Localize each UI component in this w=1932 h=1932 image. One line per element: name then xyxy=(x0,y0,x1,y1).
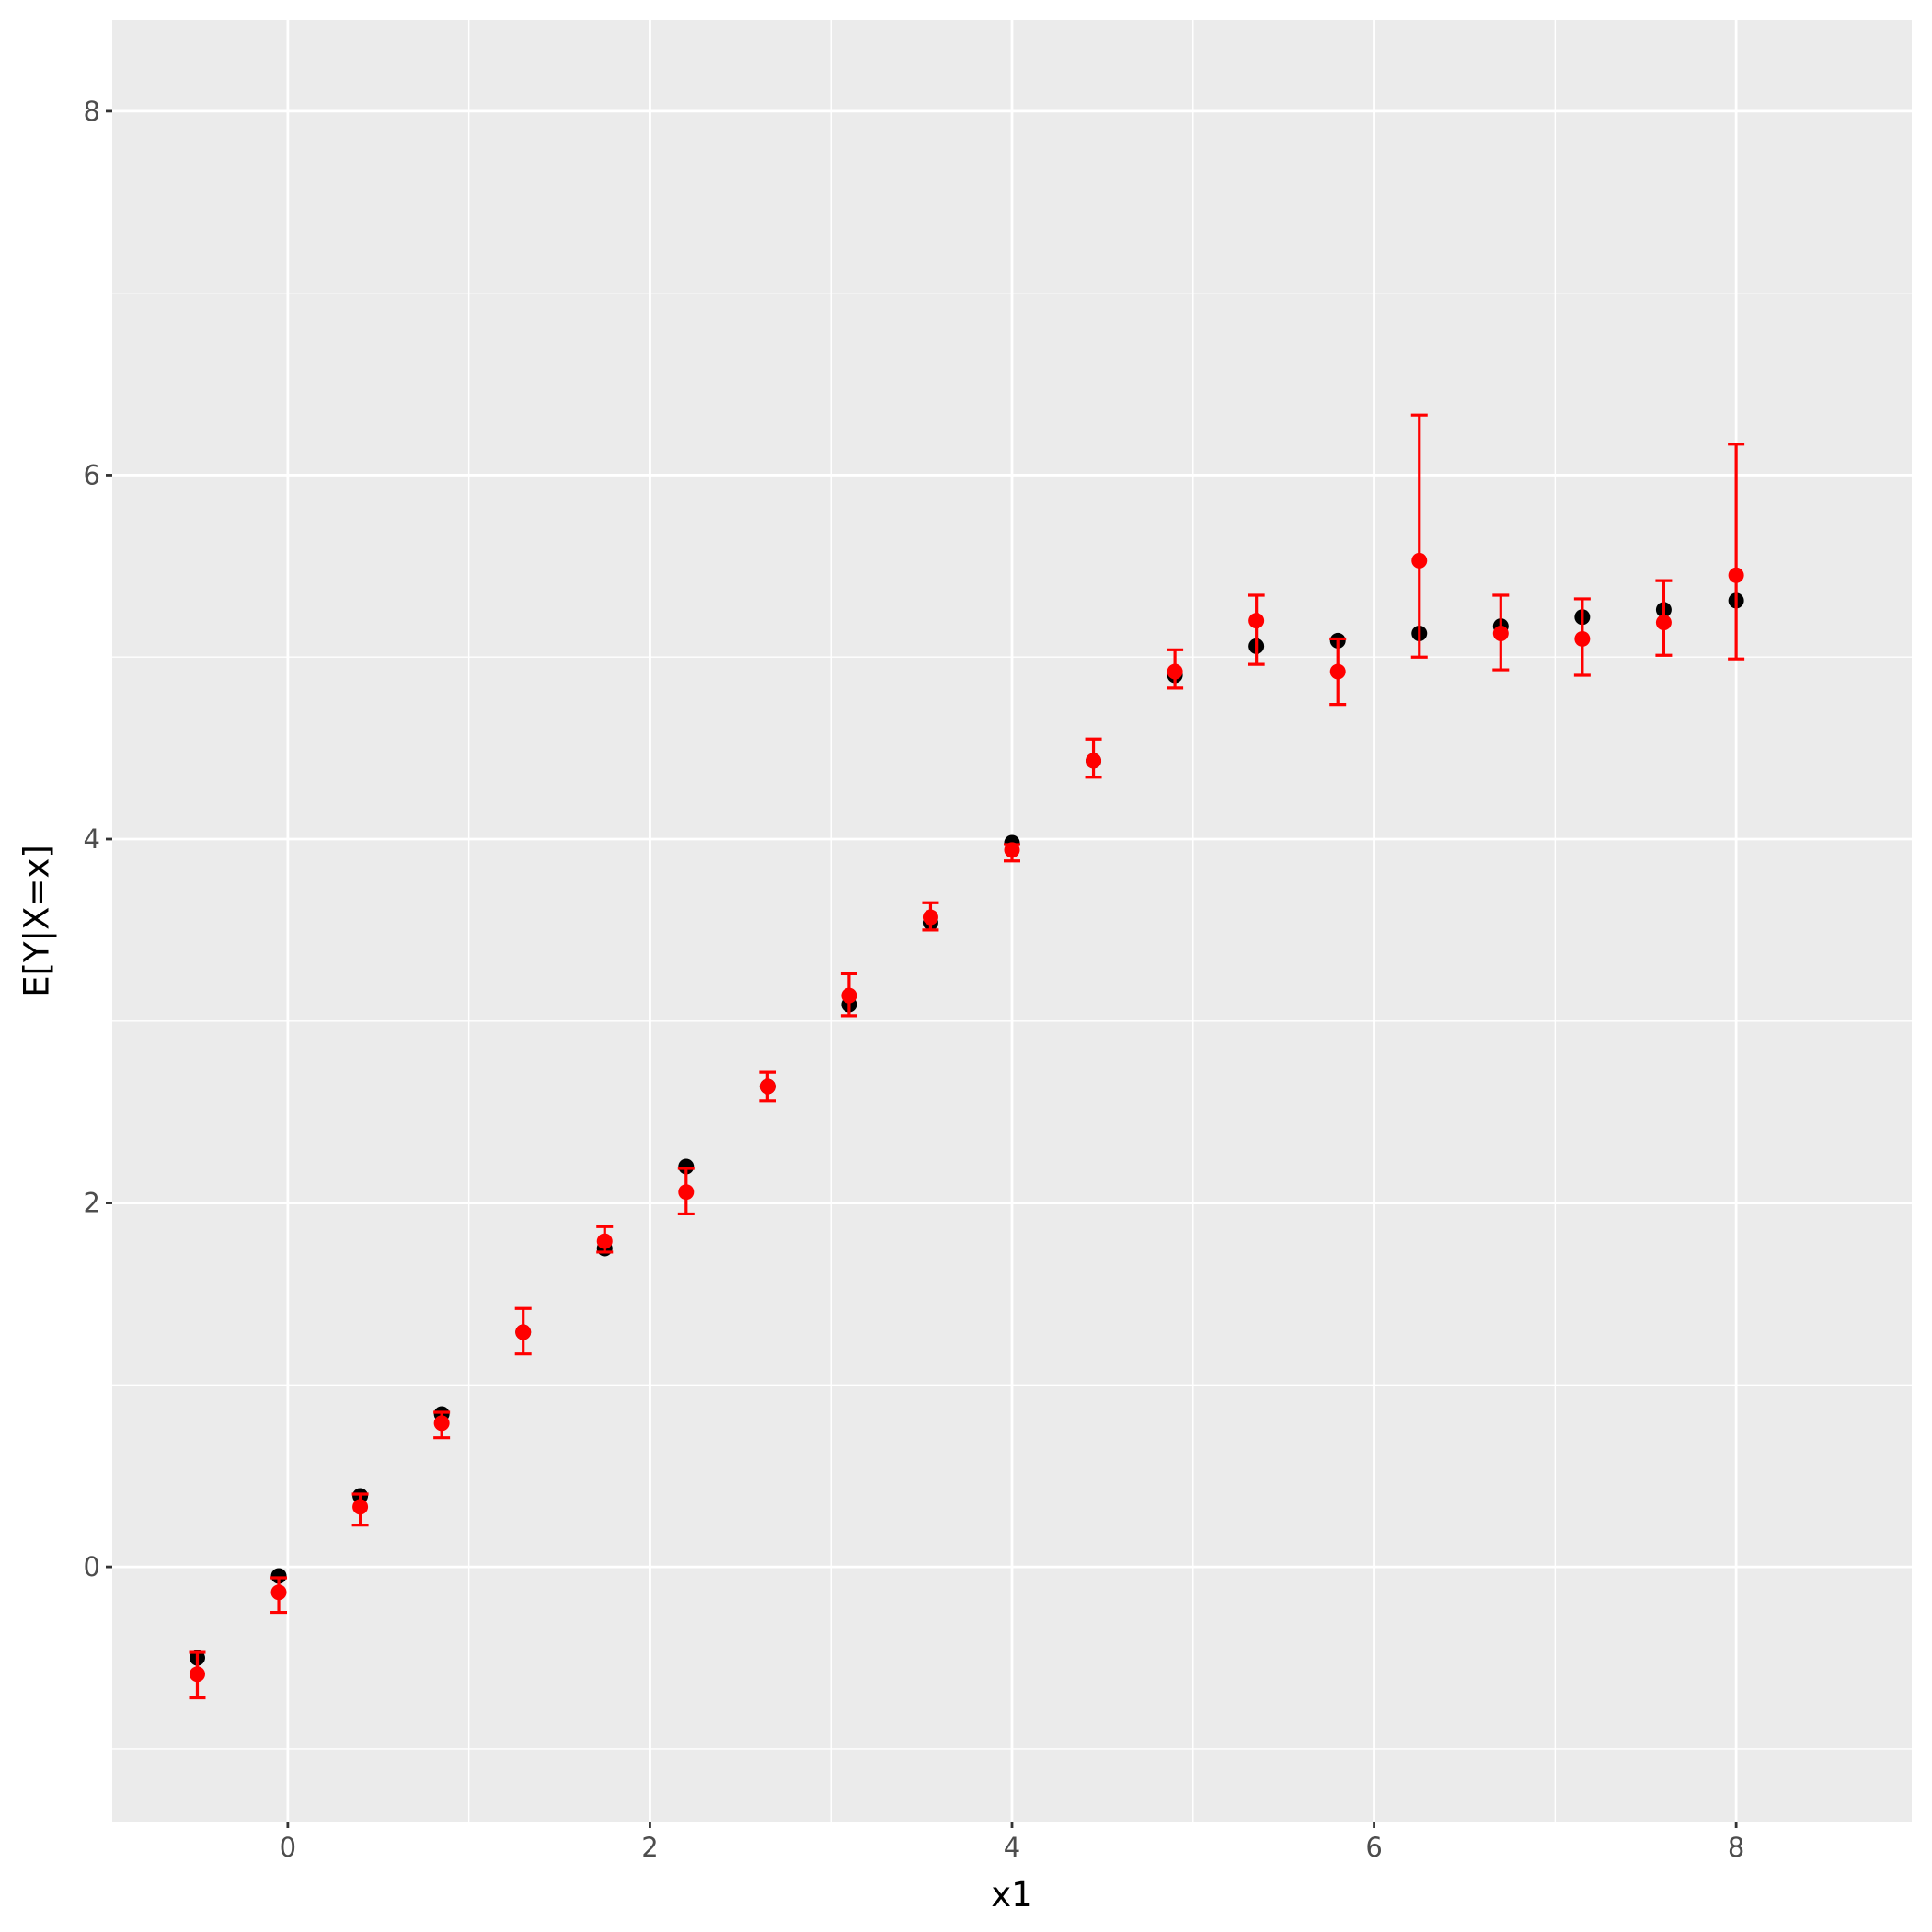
estimate-point xyxy=(270,1584,287,1601)
estimate-point xyxy=(1248,613,1265,629)
x-tick-labels: 0 2 4 6 8 xyxy=(280,1832,1745,1863)
x-axis-title: x1 xyxy=(991,1875,1032,1915)
estimate-point xyxy=(678,1184,695,1201)
x-tick-label: 8 xyxy=(1728,1832,1744,1863)
estimate-point xyxy=(1574,630,1591,647)
estimate-point xyxy=(1167,663,1183,680)
estimate-point xyxy=(1329,663,1346,680)
y-tick-label: 6 xyxy=(84,459,100,490)
estimate-point xyxy=(433,1415,450,1432)
x-tick-label: 0 xyxy=(280,1832,296,1863)
estimate-point xyxy=(515,1324,532,1340)
estimate-point xyxy=(352,1499,369,1515)
x-tick-label: 2 xyxy=(641,1832,658,1863)
major-gridlines xyxy=(112,20,1912,1822)
estimate-point xyxy=(1728,567,1744,583)
series-layer xyxy=(189,413,1745,1700)
y-axis-title: E[Y|X=x] xyxy=(17,845,57,997)
y-tick-label: 2 xyxy=(84,1188,100,1219)
y-tick-label: 0 xyxy=(84,1551,100,1582)
estimate-point xyxy=(1655,615,1672,631)
x-tick-label: 6 xyxy=(1365,1832,1382,1863)
axis-ticks xyxy=(106,109,1738,1828)
y-tick-label: 4 xyxy=(84,823,100,855)
truth-point xyxy=(678,1158,695,1175)
estimate-point xyxy=(1086,753,1102,769)
y-tick-labels: 0 2 4 6 8 xyxy=(84,96,100,1582)
x-tick-label: 4 xyxy=(1004,1832,1020,1863)
estimate-point xyxy=(922,909,938,926)
estimate-point xyxy=(189,1666,205,1683)
truth-point xyxy=(270,1568,287,1584)
estimate-point xyxy=(1492,626,1509,642)
estimate-point xyxy=(1411,552,1428,569)
y-tick-label: 8 xyxy=(84,96,100,127)
estimate-point xyxy=(596,1233,613,1249)
estimate-point xyxy=(759,1078,776,1095)
estimate-series xyxy=(189,413,1745,1700)
estimate-point xyxy=(841,987,857,1004)
estimate-point xyxy=(1004,842,1020,858)
